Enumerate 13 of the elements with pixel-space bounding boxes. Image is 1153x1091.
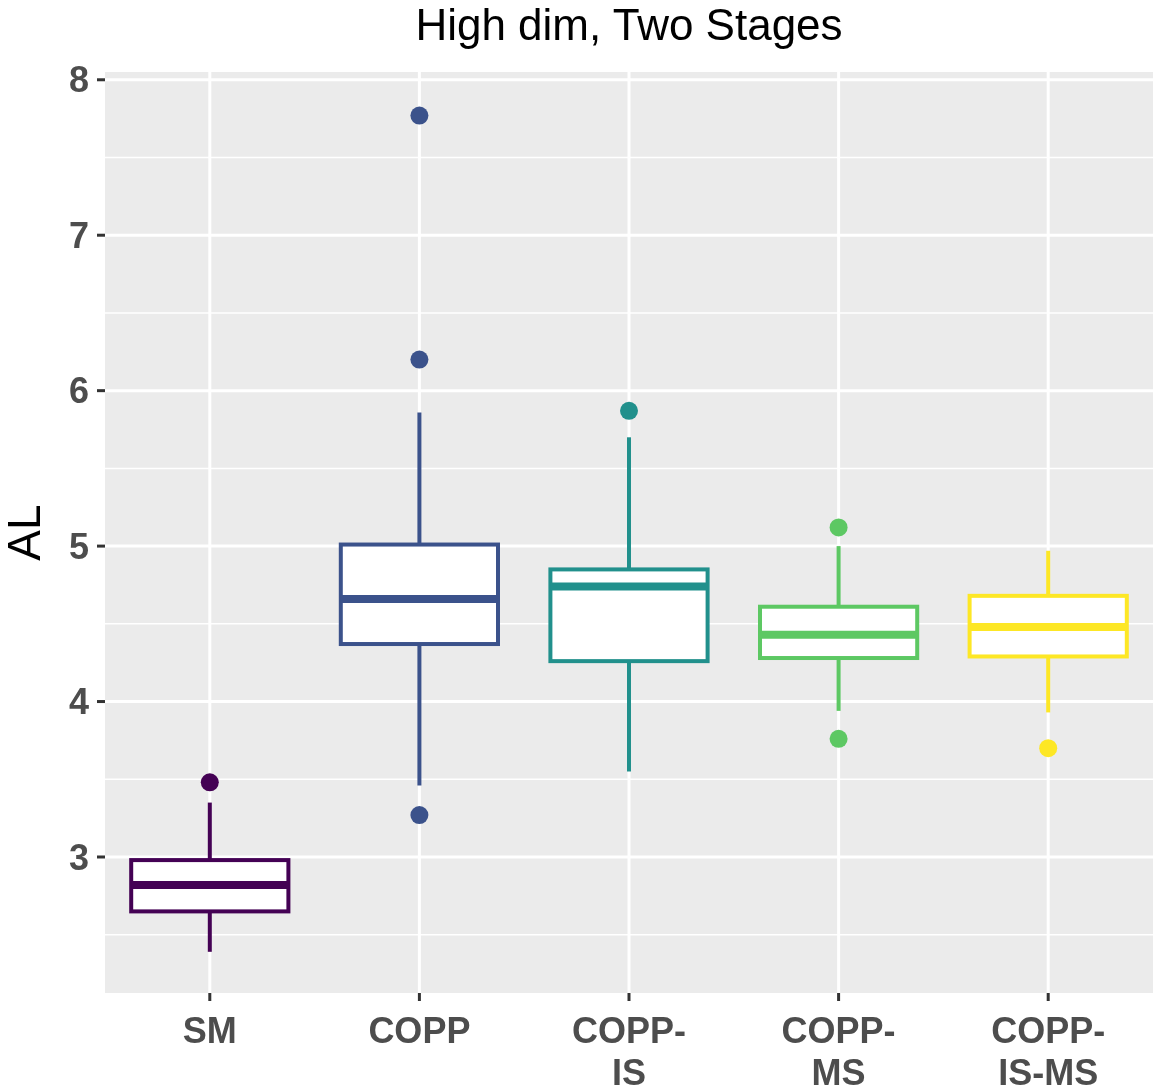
- chart-title: High dim, Two Stages: [415, 0, 843, 49]
- x-tick-label: COPP-IS: [571, 1010, 687, 1091]
- y-tick-label: 8: [68, 59, 89, 101]
- y-tick-label: 3: [68, 836, 89, 878]
- x-tick-label: COPP-MS: [781, 1010, 896, 1091]
- y-tick-label: 6: [68, 370, 89, 412]
- y-tick-label: 5: [68, 525, 89, 567]
- y-tick-label: 7: [68, 214, 89, 256]
- x-tick-label: SM: [182, 1010, 237, 1051]
- y-tick-label: 4: [68, 681, 89, 723]
- x-tick-label: COPP-IS-MS: [991, 1010, 1106, 1091]
- x-tick-label: COPP: [368, 1010, 471, 1051]
- y-axis-title: AL: [0, 504, 50, 561]
